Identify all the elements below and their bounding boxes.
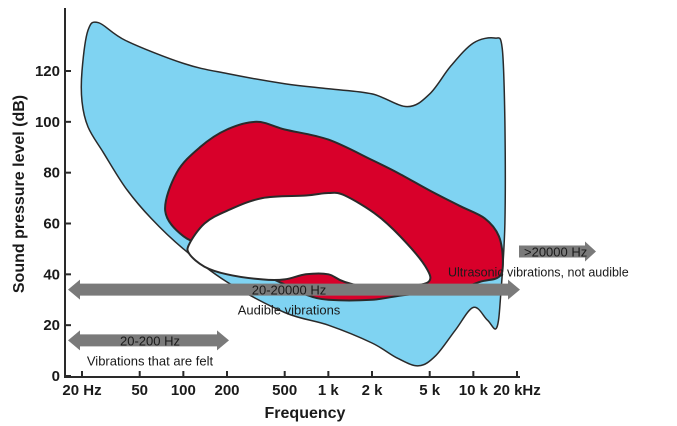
felt-range-caption: Vibrations that are felt	[87, 353, 214, 368]
y-axis-title: Sound pressure level (dB)	[11, 95, 28, 293]
y-tick-label: 100	[35, 114, 60, 131]
x-tick-label: 20 Hz	[62, 382, 101, 399]
ultrasonic-range-label: >20000 Hz	[524, 244, 587, 259]
range-arrows: 20-20000 Hz Audible vibrations 20-200 Hz Vi…	[68, 241, 629, 368]
ticks-layer: 0 20 40 60 80 100 120 20 Hz 50 100 200 500 1 k 2 k 5 k…	[35, 63, 541, 399]
audible-range-label: 20-20000 Hz	[252, 283, 326, 298]
y-tick-label: 20	[43, 317, 60, 334]
axes-layer	[64, 8, 520, 378]
y-tick-label: 40	[43, 266, 60, 283]
ultrasonic-arrow	[519, 241, 596, 262]
x-tick-label: 100	[171, 382, 196, 399]
y-tick-label: 60	[43, 216, 60, 233]
audible-range-arrow	[68, 279, 520, 300]
regions-layer	[80, 21, 507, 367]
y-tick-label: 0	[52, 368, 60, 385]
x-tick-label: 200	[214, 382, 239, 399]
x-tick-label: 50	[131, 382, 148, 399]
y-tick-label: 80	[43, 165, 60, 182]
felt-range-arrow	[68, 330, 229, 351]
felt-range-label: 20-200 Hz	[120, 333, 180, 348]
y-tick-label: 120	[35, 63, 60, 80]
x-tick-label: 500	[272, 382, 297, 399]
x-tick-label: 10 k	[459, 382, 489, 399]
x-tick-label: 1 k	[318, 382, 340, 399]
x-tick-label: 20 kHz	[493, 382, 541, 399]
ultrasonic-range-caption: Ultrasonic vibrations, not audible	[448, 265, 629, 279]
audible-range-caption: Audible vibrations	[238, 303, 341, 318]
x-tick-label: 5 k	[419, 382, 441, 399]
x-tick-label: 2 k	[362, 382, 384, 399]
x-axis-title: Frequency	[265, 405, 346, 422]
